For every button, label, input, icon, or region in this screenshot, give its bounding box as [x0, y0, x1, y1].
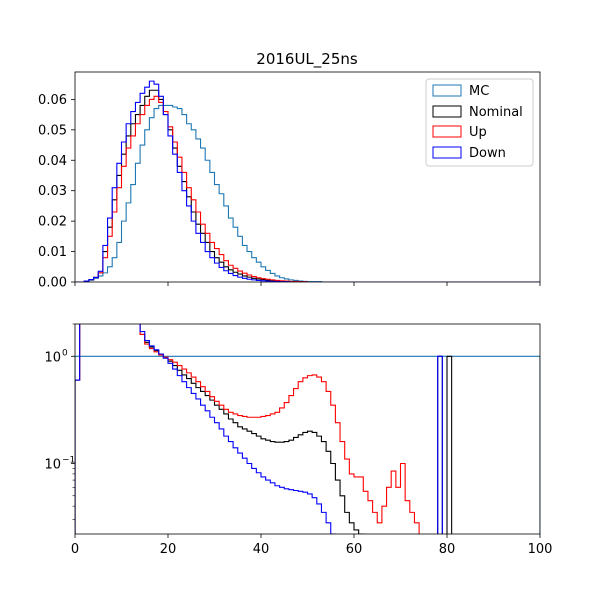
bottom-series-group: [75, 324, 540, 534]
legend-swatch-down: [432, 146, 462, 159]
top-series-group: [75, 80, 540, 282]
bottom-axes-frame: [74, 323, 541, 535]
legend-box: [425, 78, 534, 167]
legend-label-mc: MC: [469, 84, 489, 99]
bottom-y-tick-exponent: −1: [62, 455, 75, 465]
bottom-y-tick-label: 10: [44, 350, 61, 365]
legend-label-up: Up: [469, 125, 487, 140]
bottom-x-tick-label: 60: [346, 542, 363, 557]
legend-entry-nominal: Nominal: [432, 105, 523, 120]
bottom-y-tick-exponent: 0: [62, 348, 68, 358]
top-axes-frame: [74, 71, 541, 283]
top-series-mc-line: [75, 104, 540, 282]
bottom-x-tick-label: 80: [439, 542, 456, 557]
legend-entry-mc: MC: [432, 84, 489, 99]
top-y-tick-label: 0.03: [38, 184, 67, 199]
legend-entry-down: Down: [432, 146, 506, 161]
top-series-up-line: [75, 95, 540, 282]
top-y-tick-label: 0.01: [38, 245, 67, 260]
legend: MC Nominal Up Down: [425, 78, 534, 167]
legend-label-down: Down: [469, 146, 506, 161]
top-axes: 0.00 0.01 0.02 0.03 0.04 0.05 0.06: [38, 93, 541, 291]
top-y-tick-label: 0.05: [38, 123, 67, 138]
chart-title: 2016UL_25ns: [256, 50, 358, 69]
top-y-tick-label: 0.02: [38, 215, 67, 230]
legend-label-nominal: Nominal: [469, 105, 523, 120]
top-y-tick-label: 0.00: [38, 276, 67, 291]
top-panel: 2016UL_25ns 0.00 0.01 0.02 0.03 0.04 0.05 0.06…: [38, 50, 541, 291]
bottom-x-tick-label: 20: [160, 542, 177, 557]
top-y-tick-label: 0.06: [38, 93, 67, 108]
legend-entry-up: Up: [432, 125, 487, 140]
bottom-x-tick-label: 0: [71, 542, 79, 557]
bottom-x-tick-label: 100: [528, 542, 553, 557]
legend-swatch-nominal: [432, 105, 462, 118]
top-y-tick-label: 0.04: [38, 154, 67, 169]
legend-swatch-up: [432, 125, 462, 138]
bottom-y-tick-label: 10: [44, 457, 61, 472]
top-series-down-line: [75, 80, 540, 282]
ratio-series-mc-line: [75, 355, 540, 534]
ratio-series-down-line: [75, 324, 443, 534]
legend-swatch-mc: [432, 84, 462, 97]
bottom-x-tick-label: 40: [253, 542, 270, 557]
